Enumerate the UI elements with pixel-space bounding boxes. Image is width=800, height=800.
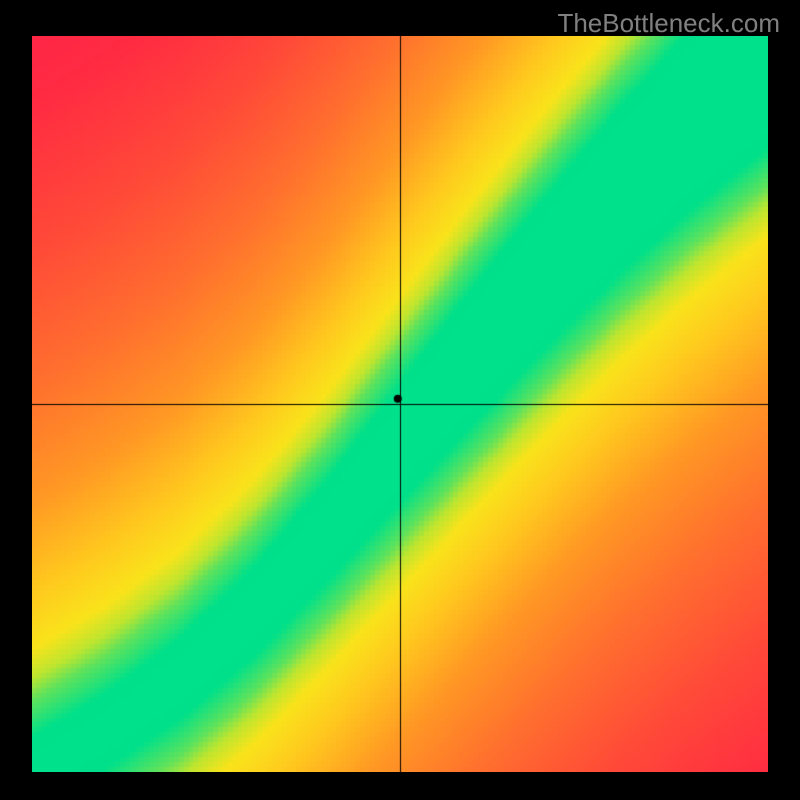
- watermark-text: TheBottleneck.com: [557, 8, 780, 39]
- chart-container: TheBottleneck.com: [0, 0, 800, 800]
- chart-area: [32, 36, 768, 772]
- heatmap-canvas: [32, 36, 768, 772]
